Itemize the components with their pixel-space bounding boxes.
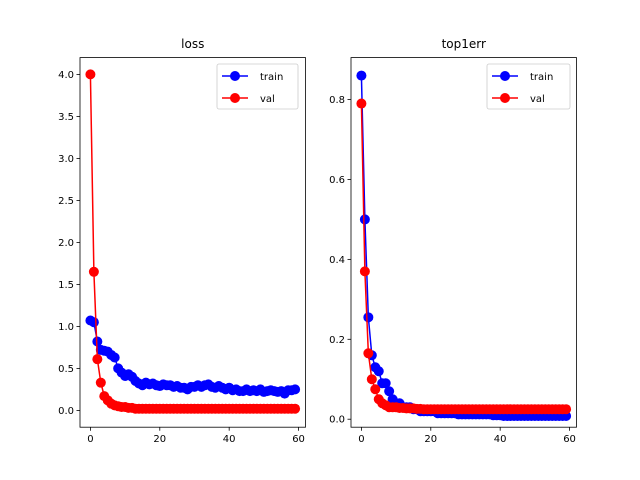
top1err-train-point — [359, 214, 370, 225]
top1err-train-point — [363, 312, 374, 323]
loss-legend-val-label: val — [260, 94, 275, 105]
top1err-ytick-label: 0.0 — [329, 415, 345, 426]
loss-ytick-label: 2.0 — [58, 238, 74, 249]
loss-legend-val-marker — [230, 93, 240, 103]
loss-xtick-label: 20 — [153, 434, 166, 445]
top1err-legend-train-marker — [500, 71, 510, 81]
top1err-train-point — [373, 366, 384, 377]
loss-ytick-label: 2.5 — [58, 196, 74, 207]
top1err-ytick-label: 0.8 — [329, 95, 345, 106]
top1err-val-point — [359, 266, 370, 277]
loss-xtick-label: 40 — [223, 434, 236, 445]
top1err-xtick-label: 60 — [563, 434, 576, 445]
top1err-title: top1err — [442, 37, 486, 51]
loss-series-layer — [85, 69, 301, 414]
loss-legend: train val — [216, 63, 299, 110]
loss-xtick-label: 0 — [87, 434, 93, 445]
top1err-legend-train-label: train — [530, 72, 553, 83]
top1err-train-point — [384, 386, 395, 397]
top1err-train-point — [380, 378, 391, 389]
top1err-xtick-label: 0 — [358, 434, 364, 445]
loss-subplot: loss 0 20 40 600.00.51.01.52.02.53.03.54.0 … — [58, 37, 306, 445]
loss-ytick-label: 3.0 — [58, 154, 74, 165]
loss-ytick-label: 0.5 — [58, 364, 74, 375]
loss-val-point — [290, 403, 301, 414]
loss-legend-train-label: train — [260, 72, 283, 83]
loss-ytick-label: 1.5 — [58, 280, 74, 291]
top1err-legend-val-label: val — [530, 94, 545, 105]
top1err-legend-frame — [486, 63, 571, 110]
loss-legend-train-marker — [230, 71, 240, 81]
loss-val-point — [85, 69, 96, 80]
top1err-series-layer — [356, 70, 572, 422]
top1err-subplot: top1err 0 20 40 60 0.0 0.2 0.4 0.6 0.8 train val — [329, 37, 577, 445]
loss-xtick-label: 60 — [292, 434, 305, 445]
loss-ytick-label: 1.0 — [58, 322, 74, 333]
top1err-ytick-label: 0.6 — [329, 175, 345, 186]
top1err-ytick-label: 0.4 — [329, 255, 345, 266]
loss-val-point — [92, 354, 103, 365]
loss-title: loss — [181, 37, 204, 51]
top1err-val-point — [366, 374, 377, 385]
top1err-ticks: 0 20 40 60 0.0 0.2 0.4 0.6 0.8 — [329, 95, 576, 445]
top1err-val-point — [561, 404, 572, 415]
top1err-legend-val-marker — [500, 93, 510, 103]
top1err-train-point — [356, 70, 367, 81]
top1err-xtick-label: 20 — [424, 434, 437, 445]
loss-legend-frame — [216, 63, 299, 110]
top1err-legend: train val — [486, 63, 571, 110]
loss-ticks: 0 20 40 60 0.0 0.5 1.0 1.5 2.0 2.5 3.0 3.5 4.0 — [58, 70, 305, 445]
top1err-val-point — [370, 384, 381, 395]
top1err-ytick-label: 0.2 — [329, 335, 345, 346]
top1err-axes-frame — [350, 57, 577, 428]
loss-ytick-label: 4.0 — [58, 70, 74, 81]
top1err-val-point — [363, 348, 374, 359]
loss-ytick-label: 0.0 — [58, 406, 74, 417]
loss-train-point — [290, 384, 301, 395]
top1err-val-point — [356, 98, 367, 109]
top1err-xtick-label: 40 — [494, 434, 507, 445]
loss-val-point — [88, 266, 99, 277]
loss-train-point — [88, 317, 99, 328]
loss-ytick-label: 3.5 — [58, 112, 74, 123]
loss-train-point — [109, 352, 120, 363]
loss-val-point — [95, 377, 106, 388]
